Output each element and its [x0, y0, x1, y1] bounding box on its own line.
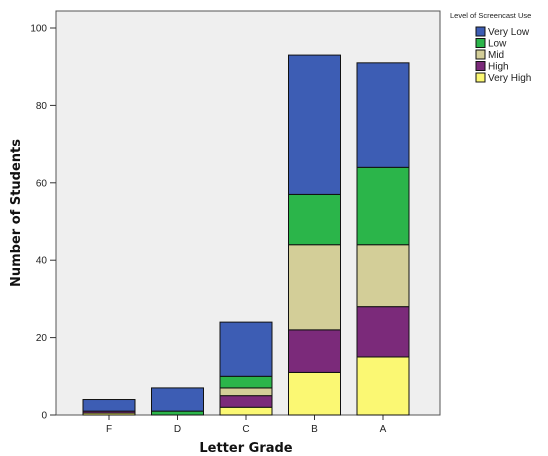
bar-segment-low: [151, 410, 204, 416]
y-tick-label: 60: [36, 178, 48, 189]
legend-swatch: [475, 49, 486, 60]
bar-segment-very-high: [288, 371, 341, 416]
legend-label: High: [488, 62, 509, 73]
legend-title: Level of Screencast Use: [450, 11, 531, 20]
bar-segment-very-high: [356, 356, 410, 416]
bar-segment-low: [219, 375, 273, 389]
legend-label: Very High: [488, 73, 531, 84]
y-tick-label: 40: [36, 256, 48, 267]
bar-segment-very-low: [151, 387, 204, 412]
y-tick-label: 20: [36, 333, 48, 344]
bar-segment-very-low: [82, 399, 136, 412]
legend: Level of Screencast Use Very LowLowMidHi…: [450, 11, 531, 84]
legend-label: Very Low: [488, 27, 530, 38]
bar-segment-very-low: [288, 54, 341, 195]
y-axis-title: Number of Students: [9, 139, 24, 287]
bar-segment-very-low: [219, 321, 273, 377]
y-tick-label: 100: [30, 24, 47, 35]
legend-label: Mid: [488, 50, 504, 61]
bar-segment-very-low: [356, 62, 410, 168]
bar-segment-high: [288, 329, 341, 373]
x-axis-title: Letter Grade: [199, 441, 292, 456]
bar-segment-high: [356, 306, 410, 358]
bar-segment-very-high: [219, 406, 273, 416]
x-tick-label: B: [311, 424, 318, 435]
y-axis: 0 20 40 60 80 100: [30, 24, 56, 422]
x-tick-label: D: [174, 424, 181, 435]
bar-segment-high: [219, 395, 273, 408]
legend-swatch: [475, 72, 486, 83]
legend-swatch: [475, 61, 486, 71]
legend-swatch: [475, 26, 486, 37]
bar-segment-mid: [288, 244, 341, 331]
y-tick-label: 0: [41, 411, 47, 422]
legend-label: Low: [488, 39, 507, 50]
x-tick-label: C: [242, 424, 249, 435]
bar-segment-mid: [219, 387, 273, 397]
bars: [82, 54, 410, 416]
legend-swatch: [475, 38, 486, 48]
bar-segment-mid: [356, 244, 410, 308]
x-tick-label: F: [106, 424, 112, 435]
bar-segment-low: [288, 193, 341, 246]
y-tick-label: 80: [36, 101, 48, 112]
bar-segment-low: [356, 166, 410, 246]
x-tick-label: A: [380, 424, 387, 435]
